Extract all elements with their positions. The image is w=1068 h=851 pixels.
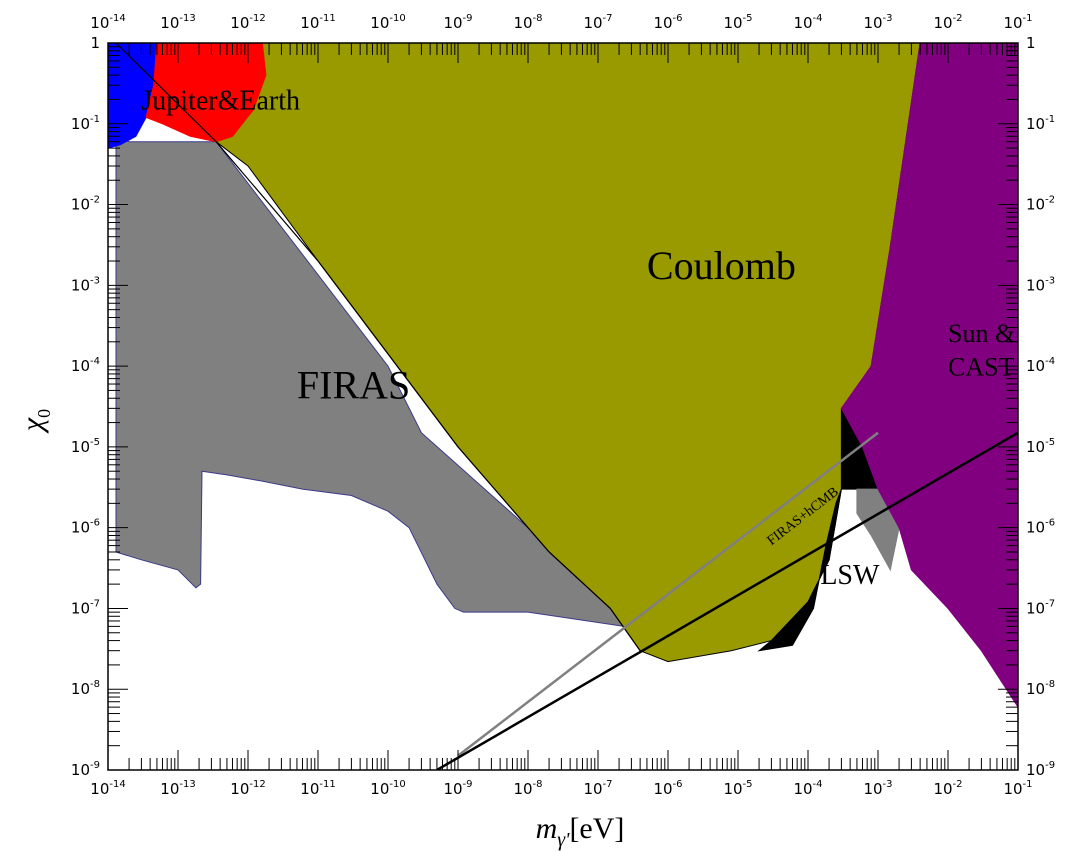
axis-titles: mγ'[eV] χ0 [16,409,624,851]
y-tick-label-left: 10-6 [71,518,100,537]
x-tick-label-top: 10-4 [793,13,822,32]
label-firas: FIRAS [297,362,410,407]
label-jupiter-earth-red: Jupiter&Earth [141,86,300,117]
x-tick-label-top: 10-7 [583,13,612,32]
axis-tick-labels: 10-1410-1410-1310-1310-1210-1210-1110-11… [71,13,1055,798]
x-tick-label-top: 10-3 [863,13,892,32]
y-tick-label-right: 10-3 [1026,275,1055,294]
y-tick-label-right: 1 [1026,34,1036,52]
y-tick-label-right: 10-5 [1026,437,1055,456]
y-axis-title: χ0 [16,409,54,434]
x-tick-label-top: 10-2 [933,13,962,32]
line-black-thick [436,431,1018,770]
x-tick-label-bottom: 10-3 [863,779,892,798]
x-tick-label-top: 10-8 [513,13,542,32]
plot-frame [107,42,1019,771]
x-tick-label-bottom: 10-11 [300,779,335,798]
x-tick-label-bottom: 10-2 [933,779,962,798]
plot-border [107,42,1019,771]
axis-ticks [107,42,1019,771]
x-tick-label-bottom: 10-14 [90,779,125,798]
y-tick-label-right: 10-4 [1026,356,1055,375]
y-tick-label-left: 10-3 [71,275,100,294]
label-lsw: LSW [820,560,880,591]
y-tick-label-right: 10-6 [1026,518,1055,537]
x-tick-label-top: 10-1 [1003,13,1032,32]
line-black-diagonal [115,43,641,652]
x-tick-label-top: 10-6 [653,13,682,32]
label-coulomb: Coulomb [647,243,796,288]
y-tick-label-left: 10-5 [71,437,100,456]
x-tick-label-top: 10-9 [443,13,472,32]
x-tick-label-top: 10-12 [230,13,265,32]
x-tick-label-top: 10-14 [90,13,125,32]
y-tick-label-left: 10-9 [71,760,100,779]
x-tick-label-top: 10-13 [160,13,195,32]
exclusion-regions [108,43,1018,709]
y-tick-label-left: 10-4 [71,356,100,375]
y-tick-label-right: 10-8 [1026,679,1055,698]
x-tick-label-top: 10-11 [300,13,335,32]
y-tick-label-right: 10-7 [1026,598,1055,617]
x-tick-label-top: 10-10 [370,13,405,32]
x-tick-label-bottom: 10-8 [513,779,542,798]
y-tick-label-right: 10-9 [1026,760,1055,779]
x-tick-label-bottom: 10-10 [370,779,405,798]
y-tick-label-left: 10-7 [71,598,100,617]
limit-lines [115,43,1018,770]
region-firas [115,135,669,634]
label-sun-cast: Sun & [948,319,1015,348]
y-tick-label-right: 10-2 [1026,195,1055,214]
x-tick-label-bottom: 10-13 [160,779,195,798]
x-tick-label-top: 10-5 [723,13,752,32]
x-tick-label-bottom: 10-7 [583,779,612,798]
y-tick-label-left: 1 [90,34,100,52]
y-tick-label-right: 10-1 [1026,114,1055,133]
line-firas-hcmb [457,431,879,757]
x-axis-title: mγ'[eV] [536,812,625,851]
region-sun-cast [840,43,1018,709]
x-tick-label-bottom: 10-9 [443,779,472,798]
label-sun-cast-line2: CAST [948,353,1015,382]
x-tick-label-bottom: 10-12 [230,779,265,798]
x-tick-label-bottom: 10-1 [1003,779,1032,798]
x-tick-label-bottom: 10-4 [793,779,822,798]
y-tick-label-left: 10-2 [71,195,100,214]
x-tick-label-bottom: 10-5 [723,779,752,798]
x-tick-label-bottom: 10-6 [653,779,682,798]
y-tick-label-left: 10-1 [71,114,100,133]
y-tick-label-left: 10-8 [71,679,100,698]
